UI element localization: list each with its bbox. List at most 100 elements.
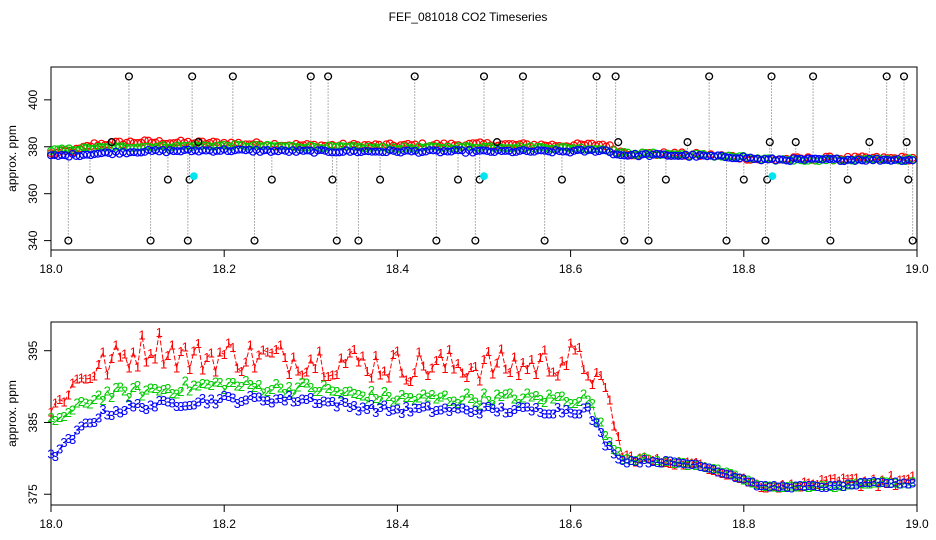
outlier-point (843, 175, 852, 184)
outlier-point (267, 175, 276, 184)
series-3-marker: 3 (874, 475, 881, 490)
series-2-marker: 2 (580, 387, 587, 402)
series-3-marker: 3 (60, 435, 67, 450)
series-2-marker: 2 (359, 388, 366, 403)
series-2-marker: 2 (606, 434, 613, 449)
series-1-marker: 1 (485, 344, 492, 359)
series-1-marker: 1 (489, 366, 496, 381)
series-1-marker: 1 (879, 472, 886, 487)
series-2-marker: 2 (437, 390, 444, 405)
series-1-marker: 1 (567, 336, 574, 351)
series-1-marker: 1 (887, 468, 894, 483)
series-3-marker: 3 (73, 422, 80, 437)
series-1-marker: 1 (580, 362, 587, 377)
series-3-marker: 3 (199, 391, 206, 406)
series-s3-point (443, 147, 452, 156)
series-2-marker: 2 (710, 461, 717, 476)
series-3-marker: 3 (138, 400, 145, 415)
series-2-marker: 2 (879, 474, 886, 489)
series-2-marker: 2 (151, 381, 158, 396)
series-3-marker: 3 (350, 398, 357, 413)
series-3-marker: 3 (251, 390, 258, 405)
series-1-marker: 1 (537, 350, 544, 365)
series-2-marker: 2 (796, 478, 803, 493)
series-2-marker: 2 (212, 374, 219, 389)
series-2-marker: 2 (104, 383, 111, 398)
series-1-marker: 1 (740, 470, 747, 485)
series-1-marker: 1 (853, 471, 860, 486)
series-3-marker: 3 (502, 405, 509, 420)
outlier-point (354, 236, 363, 245)
series-2-marker: 2 (779, 480, 786, 495)
series-1-marker: 1 (727, 467, 734, 482)
series-1-marker: 1 (701, 459, 708, 474)
series-1-marker: 1 (758, 480, 765, 495)
series-1-marker: 1 (316, 343, 323, 358)
series-3-marker: 3 (337, 393, 344, 408)
outlier-point (107, 138, 116, 147)
series-2-marker: 2 (216, 375, 223, 390)
series-2-marker: 2 (428, 387, 435, 402)
series-s3-point (429, 146, 438, 155)
series-3-marker: 3 (47, 447, 54, 462)
outlier-point (85, 175, 95, 184)
series-1-marker: 1 (857, 479, 864, 494)
series-1-marker: 1 (177, 344, 184, 359)
series-2-marker: 2 (221, 382, 228, 397)
series-1-marker: 1 (125, 361, 132, 376)
series-1-marker: 1 (719, 466, 726, 481)
series-2-marker: 2 (268, 382, 275, 397)
series-1-marker: 1 (112, 337, 119, 352)
series-1-marker: 1 (381, 364, 388, 379)
series-3-marker: 3 (900, 475, 907, 490)
series-3-marker: 3 (86, 416, 93, 431)
series-s3-point (573, 146, 582, 155)
series-1-marker: 1 (654, 451, 661, 466)
series-2-marker: 2 (892, 475, 899, 490)
series-3-marker: 3 (636, 455, 643, 470)
series-2-marker: 2 (303, 376, 310, 391)
series-2-marker: 2 (636, 451, 643, 466)
series-2-marker: 2 (853, 475, 860, 490)
series-1-marker: 1 (221, 347, 228, 362)
series-1-marker: 1 (576, 340, 583, 355)
series-3-marker: 3 (221, 388, 228, 403)
x-tick-label: 18.8 (732, 262, 756, 276)
series-2-marker: 2 (82, 396, 89, 411)
outlier-point (492, 138, 502, 147)
series-2-marker: 2 (822, 478, 829, 493)
series-2-marker: 2 (792, 480, 799, 495)
series-1-marker: 1 (519, 355, 526, 370)
series-2-marker: 2 (770, 479, 777, 494)
series-s2-point (465, 142, 474, 151)
series-3-marker: 3 (758, 478, 765, 493)
series-2-marker: 2 (597, 414, 604, 429)
series-2-marker: 2 (134, 378, 141, 393)
outlier-point (518, 72, 528, 81)
outlier-point (471, 236, 480, 245)
outlier-point (540, 236, 549, 245)
series-3-marker: 3 (693, 457, 700, 472)
series-3-marker: 3 (277, 391, 284, 406)
chart-title: FEF_081018 CO2 Timeseries (389, 10, 548, 24)
series-1-marker: 1 (770, 479, 777, 494)
series-2-marker: 2 (60, 409, 67, 424)
series-3-marker: 3 (848, 478, 855, 493)
series-1-marker: 1 (286, 367, 293, 382)
series-2-marker: 2 (234, 378, 241, 393)
series-3-marker: 3 (861, 475, 868, 490)
series-3-marker: 3 (290, 394, 297, 409)
series-3-marker: 3 (411, 401, 418, 416)
series-3-marker: 3 (805, 478, 812, 493)
series-3-marker: 3 (623, 456, 630, 471)
series-1-marker: 1 (844, 472, 851, 487)
x-tick-label: 18.8 (732, 517, 756, 531)
series-2-marker: 2 (264, 384, 271, 399)
series-1-marker: 1 (394, 344, 401, 359)
series-s3-point (176, 147, 185, 156)
series-3-marker: 3 (355, 404, 362, 419)
series-2-marker: 2 (441, 387, 448, 402)
series-2-marker: 2 (173, 386, 180, 401)
series-3-marker: 3 (528, 403, 535, 418)
series-s3-point (843, 155, 852, 164)
